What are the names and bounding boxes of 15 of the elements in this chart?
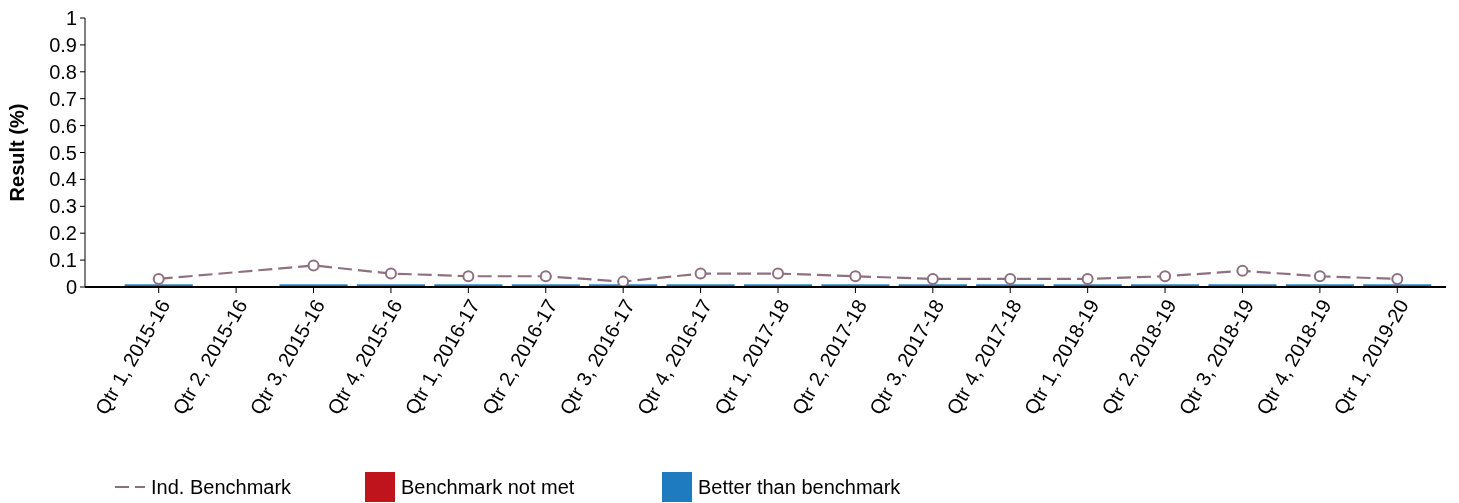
y-tick-label: 0.3 — [49, 195, 77, 218]
y-tick-label: 0.7 — [49, 87, 77, 110]
y-tick-label: 0.8 — [49, 60, 77, 83]
legend-label: Benchmark not met — [401, 476, 575, 498]
y-tick-label: 0.9 — [49, 33, 77, 56]
y-tick-label: 0.2 — [49, 222, 77, 245]
y-axis-title: Result (%) — [6, 103, 28, 202]
legend-label: Better than benchmark — [698, 476, 902, 498]
y-tick-label: 1 — [65, 7, 77, 29]
y-tick-label: 0.4 — [49, 168, 77, 191]
y-tick-label: 0.6 — [49, 114, 77, 137]
y-tick-label: 0.5 — [49, 141, 77, 164]
y-tick-label: 0 — [65, 276, 77, 298]
legend-label: Ind. Benchmark — [151, 476, 293, 498]
y-tick-label: 0.1 — [49, 249, 77, 272]
